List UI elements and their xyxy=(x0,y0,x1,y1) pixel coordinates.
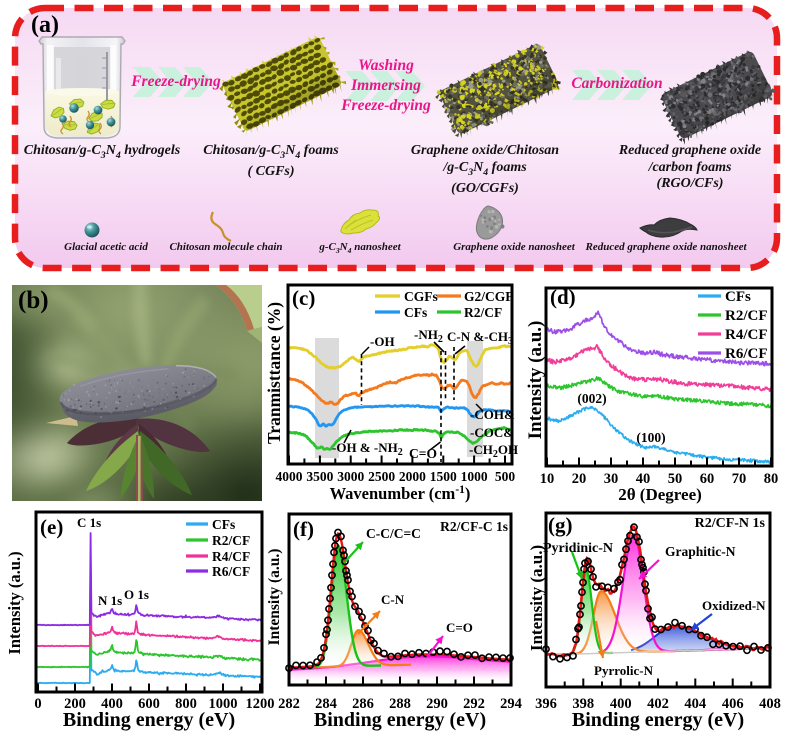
svg-text:Oxidized-N: Oxidized-N xyxy=(702,598,766,613)
svg-text:C=O: C=O xyxy=(409,446,437,461)
svg-text:800: 800 xyxy=(175,696,197,712)
svg-text:406: 406 xyxy=(722,696,744,712)
svg-text:(100): (100) xyxy=(636,430,665,445)
svg-text:Binding energy (eV): Binding energy (eV) xyxy=(572,709,744,731)
svg-text:70: 70 xyxy=(732,471,747,487)
svg-text:Pyrrolic-N: Pyrrolic-N xyxy=(594,663,654,678)
svg-text:O 1s: O 1s xyxy=(124,587,149,602)
svg-text:30: 30 xyxy=(604,471,619,487)
svg-text:-COC&: -COC& xyxy=(470,425,514,440)
svg-text:288: 288 xyxy=(389,696,411,712)
svg-text:396: 396 xyxy=(535,696,557,712)
svg-text:C-C/C=C: C-C/C=C xyxy=(366,526,421,541)
svg-text:2000: 2000 xyxy=(399,469,426,484)
svg-text:Binding energy (eV): Binding energy (eV) xyxy=(63,709,235,731)
svg-text:50: 50 xyxy=(668,471,683,487)
svg-text:Pyridinic-N: Pyridinic-N xyxy=(543,541,613,556)
svg-text:292: 292 xyxy=(463,696,485,712)
svg-text:402: 402 xyxy=(647,696,669,712)
svg-text:C=O: C=O xyxy=(446,620,473,635)
svg-text:200: 200 xyxy=(64,696,86,712)
svg-text:(f): (f) xyxy=(293,517,314,541)
svg-text:404: 404 xyxy=(684,696,706,712)
svg-text:R6/CF: R6/CF xyxy=(212,564,250,579)
svg-text:400: 400 xyxy=(610,696,632,712)
svg-text:(002): (002) xyxy=(577,391,606,406)
svg-text:CGFs: CGFs xyxy=(404,289,438,304)
svg-text:Graphitic-N: Graphitic-N xyxy=(665,544,736,559)
svg-text:CFs: CFs xyxy=(212,517,235,532)
svg-text:1000: 1000 xyxy=(209,696,238,712)
svg-text:N 1s: N 1s xyxy=(98,593,122,608)
svg-text:-OH: -OH xyxy=(370,334,395,349)
svg-text:G2/CGF: G2/CGF xyxy=(464,289,514,304)
svg-text:10: 10 xyxy=(540,471,555,487)
svg-text:398: 398 xyxy=(572,696,594,712)
svg-text:-COH&: -COH& xyxy=(470,407,515,422)
svg-text:282: 282 xyxy=(278,696,300,712)
svg-text:290: 290 xyxy=(426,696,448,712)
svg-text:2θ (Degree): 2θ (Degree) xyxy=(618,485,702,504)
svg-text:R2/CF: R2/CF xyxy=(212,533,250,548)
svg-text:R2/CF: R2/CF xyxy=(464,305,502,320)
svg-text:20: 20 xyxy=(572,471,587,487)
svg-text:286: 286 xyxy=(352,696,374,712)
svg-text:(d): (d) xyxy=(550,285,576,309)
svg-text:Tranmisttance (%): Tranmisttance (%) xyxy=(264,302,284,444)
svg-text:CFs: CFs xyxy=(404,305,427,320)
svg-text:R2/CF: R2/CF xyxy=(725,308,768,324)
svg-text:Intensity (a.u.): Intensity (a.u.) xyxy=(525,321,546,440)
svg-text:Intensity (a.u.): Intensity (a.u.) xyxy=(266,549,283,646)
svg-text:(e): (e) xyxy=(40,515,63,539)
svg-text:294: 294 xyxy=(500,696,522,712)
svg-text:Intensity (a.u.): Intensity (a.u.) xyxy=(527,545,546,651)
svg-text:Wavenumber (cm-1): Wavenumber (cm-1) xyxy=(330,484,471,503)
svg-text:1500: 1500 xyxy=(430,469,457,484)
svg-text:400: 400 xyxy=(101,696,123,712)
svg-text:R4/CF: R4/CF xyxy=(212,549,250,564)
svg-text:40: 40 xyxy=(636,471,651,487)
svg-text:C 1s: C 1s xyxy=(77,515,101,530)
svg-text:80: 80 xyxy=(764,471,779,487)
svg-text:408: 408 xyxy=(759,696,781,712)
svg-text:1000: 1000 xyxy=(461,469,488,484)
svg-text:2500: 2500 xyxy=(368,469,395,484)
svg-text:-OH & -NH2: -OH & -NH2 xyxy=(332,440,403,458)
svg-text:500: 500 xyxy=(495,469,516,484)
svg-text:-NH2: -NH2 xyxy=(414,327,443,345)
svg-text:(c): (c) xyxy=(292,286,315,310)
svg-text:1200: 1200 xyxy=(246,696,275,712)
svg-text:-CH2OH: -CH2OH xyxy=(469,442,518,460)
svg-text:C-N &-CH3: C-N &-CH3 xyxy=(447,329,513,347)
svg-text:4000: 4000 xyxy=(276,469,303,484)
svg-text:3500: 3500 xyxy=(306,469,333,484)
svg-text:600: 600 xyxy=(138,696,160,712)
svg-text:60: 60 xyxy=(700,471,715,487)
svg-text:0: 0 xyxy=(34,696,41,712)
svg-text:R2/CF-C 1s: R2/CF-C 1s xyxy=(440,519,508,534)
svg-text:CFs: CFs xyxy=(725,289,751,305)
svg-text:Intensity (a.u.): Intensity (a.u.) xyxy=(5,551,24,654)
svg-text:R6/CF: R6/CF xyxy=(725,346,768,362)
svg-text:3000: 3000 xyxy=(337,469,364,484)
svg-text:284: 284 xyxy=(315,696,337,712)
svg-text:Binding energy (eV): Binding energy (eV) xyxy=(314,709,486,731)
svg-text:C-N: C-N xyxy=(381,592,405,607)
svg-text:(g): (g) xyxy=(548,513,573,537)
svg-text:R2/CF-N 1s: R2/CF-N 1s xyxy=(695,516,766,531)
svg-text:R4/CF: R4/CF xyxy=(725,327,768,343)
